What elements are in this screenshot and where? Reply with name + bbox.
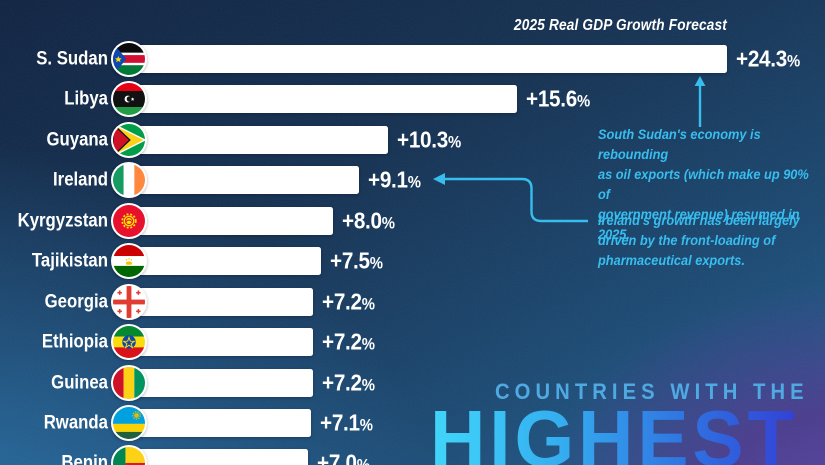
rwanda-flag-icon [111, 404, 147, 441]
gdp-bar [116, 206, 333, 235]
south-sudan-flag-icon [111, 41, 147, 77]
country-label: Guyana [46, 128, 108, 151]
chart-title: 2025 Real GDP Growth Forecast [513, 17, 727, 34]
tajikistan-flag-icon [111, 243, 147, 280]
value-label: +10.3% [397, 126, 462, 153]
gdp-bar [116, 408, 311, 437]
bar-row: Guinea +7.2% [0, 364, 825, 408]
country-label: Libya [64, 87, 108, 110]
gdp-bar-chart: S. Sudan +24.3% Libya [0, 41, 825, 465]
ireland-annotation: Ireland's growth has been largely driven… [598, 213, 800, 269]
value-label: +7.1% [319, 409, 373, 436]
georgia-flag-icon [111, 283, 147, 320]
value-label: +15.6% [525, 85, 590, 112]
gdp-bar [116, 85, 517, 114]
gdp-bar [116, 125, 389, 154]
value-label: +7.0% [317, 449, 370, 465]
value-label: +24.3% [736, 45, 801, 72]
gdp-bar [116, 166, 360, 195]
country-label: Tajikistan [31, 249, 109, 272]
bar-row: Ireland +9.1% [0, 162, 825, 205]
bar-row: Kyrgyzstan +8.0% [0, 202, 825, 246]
libya-flag-icon [111, 81, 147, 118]
gdp-bar [116, 45, 728, 73]
country-label: Guinea [51, 371, 108, 393]
ireland-flag-icon [111, 162, 147, 199]
gdp-bar [116, 287, 314, 316]
country-label: Ethiopia [41, 330, 108, 353]
value-label: +7.5% [329, 247, 383, 274]
value-label: +7.2% [322, 369, 375, 395]
ethiopia-flag-icon [111, 324, 147, 361]
bar-row: Ethiopia +7.2% [0, 324, 825, 367]
kyrgyzstan-flag-icon [111, 202, 147, 239]
value-label: +9.1% [368, 166, 421, 193]
guinea-flag-icon [111, 364, 147, 401]
country-label: Ireland [53, 168, 108, 191]
country-label: Rwanda [43, 411, 109, 434]
bar-row: Rwanda +7.1% [0, 404, 825, 448]
south-sudan-annotation: South Sudan's economy is rebounding as o… [598, 127, 809, 243]
country-label: S. Sudan [36, 47, 108, 70]
bar-row: Tajikistan +7.5% [0, 243, 825, 286]
gdp-bar [116, 247, 321, 276]
bar-row: S. Sudan +24.3% [0, 41, 825, 84]
bar-row: Benin +7.0% [0, 445, 825, 465]
bar-row: Georgia +7.2% [0, 283, 825, 327]
gdp-bar [116, 368, 314, 397]
footer-headline: HIGHEST [430, 399, 798, 465]
benin-flag-icon [111, 445, 147, 465]
country-label: Benin [61, 451, 108, 465]
value-label: +7.2% [322, 288, 375, 315]
guyana-flag-icon [111, 121, 147, 158]
value-label: +7.2% [322, 328, 375, 355]
country-label: Kyrgyzstan [17, 209, 108, 232]
country-label: Georgia [44, 290, 108, 313]
value-label: +8.0% [341, 207, 395, 234]
gdp-bar [116, 328, 314, 357]
bar-row: Libya +15.6% [0, 81, 825, 124]
gdp-bar [116, 449, 309, 465]
footer-kicker: COUNTRIES WITH THE [495, 379, 809, 404]
bar-row: Guyana +10.3% [0, 121, 825, 165]
